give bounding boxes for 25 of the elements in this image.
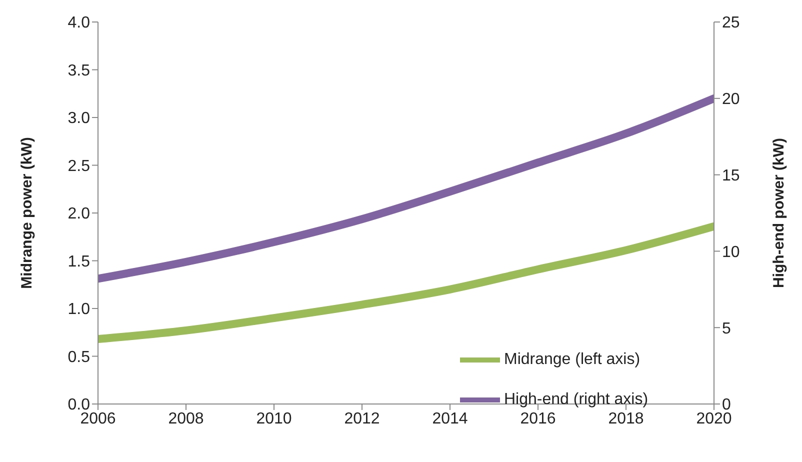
y-tick-label: 2.0 (68, 206, 90, 223)
y2-tick-label: 20 (722, 91, 740, 108)
y-tick-label: 3.5 (68, 62, 90, 80)
y2-tick-label: 10 (722, 244, 740, 261)
x-tick-label: 2016 (520, 410, 556, 428)
legend-label: Midrange (left axis) (504, 351, 640, 368)
y2-tick-label: 25 (722, 14, 740, 32)
y-tick-label: 0.5 (68, 348, 90, 366)
x-tick-label: 2010 (256, 410, 292, 428)
y-tick-label: 1.0 (68, 301, 90, 318)
x-tick-label: 2012 (344, 410, 380, 428)
x-tick-label: 2020 (696, 410, 732, 428)
y2-axis-title: High-end power (kW) (770, 138, 788, 288)
y-axis-title: Midrange power (kW) (18, 137, 36, 289)
x-tick-label: 2006 (80, 410, 116, 428)
y-tick-label: 2.5 (68, 158, 90, 175)
y-tick-label: 4.0 (68, 14, 90, 32)
x-tick-label: 2008 (168, 410, 204, 428)
y2-tick-label: 15 (722, 167, 740, 184)
y2-tick-label: 5 (722, 320, 731, 338)
x-tick-label: 2018 (608, 410, 644, 428)
x-tick-label: 2014 (432, 410, 468, 428)
legend-label: High-end (right axis) (504, 391, 648, 408)
y-tick-label: 3.0 (68, 110, 90, 128)
y-tick-label: 1.5 (68, 253, 90, 270)
